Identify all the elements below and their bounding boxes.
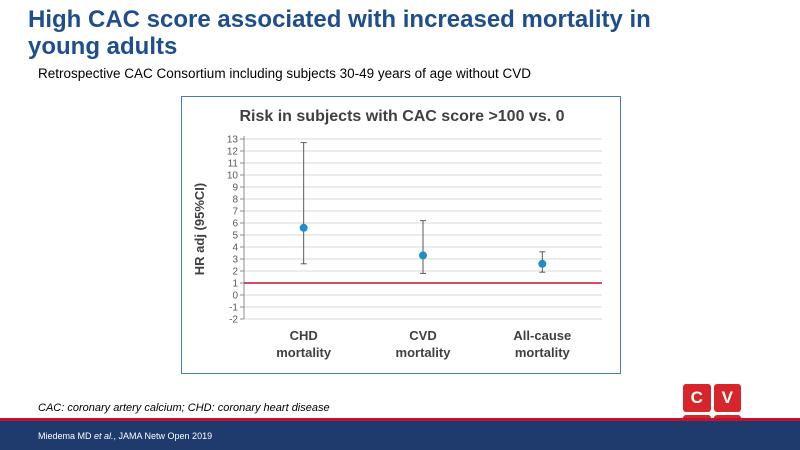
y-axis-label: HR adj (95%CI) — [192, 183, 207, 275]
x-category-label: CHD — [290, 328, 318, 343]
x-category-labels: CHD mortality CVD mortality All-cause mortali… — [276, 328, 571, 360]
x-category-label: mortality — [276, 345, 332, 360]
y-tick-label: 3 — [232, 255, 238, 266]
logo-letter: V — [713, 384, 741, 412]
y-tick-label: 12 — [227, 147, 239, 158]
logo-letter: C — [683, 384, 711, 412]
y-tick-label: -2 — [229, 315, 238, 326]
y-tick-label: 7 — [232, 207, 238, 218]
y-tick-label: 11 — [228, 159, 239, 170]
y-tick-label: 10 — [227, 171, 239, 182]
footer-bar: Miedema MD et al., JAMA Netw Open 2019 — [0, 418, 800, 450]
slide-title: High CAC score associated with increased… — [28, 6, 651, 60]
y-tick-label: 6 — [232, 219, 238, 230]
data-marks — [299, 142, 547, 274]
y-tick-label: 4 — [232, 243, 238, 254]
hr-chart: Risk in subjects with CAC score >100 vs.… — [192, 108, 602, 360]
y-tick-label: -1 — [229, 303, 238, 314]
y-tick-label: 0 — [232, 291, 238, 302]
y-tick-label: 8 — [232, 195, 238, 206]
y-tick-label: 9 — [232, 183, 238, 194]
citation-authors: Miedema MD — [38, 431, 95, 441]
x-category-label: mortality — [515, 345, 571, 360]
chart-title: Risk in subjects with CAC score >100 vs.… — [239, 108, 564, 125]
data-point — [538, 259, 547, 268]
y-tick-label: 5 — [232, 231, 238, 242]
data-point — [299, 223, 308, 232]
citation: Miedema MD et al., JAMA Netw Open 2019 — [38, 431, 212, 441]
x-category-label: mortality — [396, 345, 452, 360]
citation-journal: , JAMA Netw Open 2019 — [113, 431, 213, 441]
y-tick-label: 2 — [232, 267, 238, 278]
y-tick-label: 13 — [227, 135, 239, 146]
citation-etal: et al. — [94, 431, 114, 441]
footnote: CAC: coronary artery calcium; CHD: coron… — [38, 402, 330, 414]
x-category-label: CVD — [409, 328, 436, 343]
gridlines — [240, 136, 602, 320]
chart-container: Risk in subjects with CAC score >100 vs.… — [181, 96, 621, 374]
data-point — [419, 251, 427, 260]
y-tick-label: 1 — [232, 279, 238, 290]
x-category-label: All-cause — [513, 328, 571, 343]
slide-subtitle: Retrospective CAC Consortium including s… — [38, 66, 531, 81]
